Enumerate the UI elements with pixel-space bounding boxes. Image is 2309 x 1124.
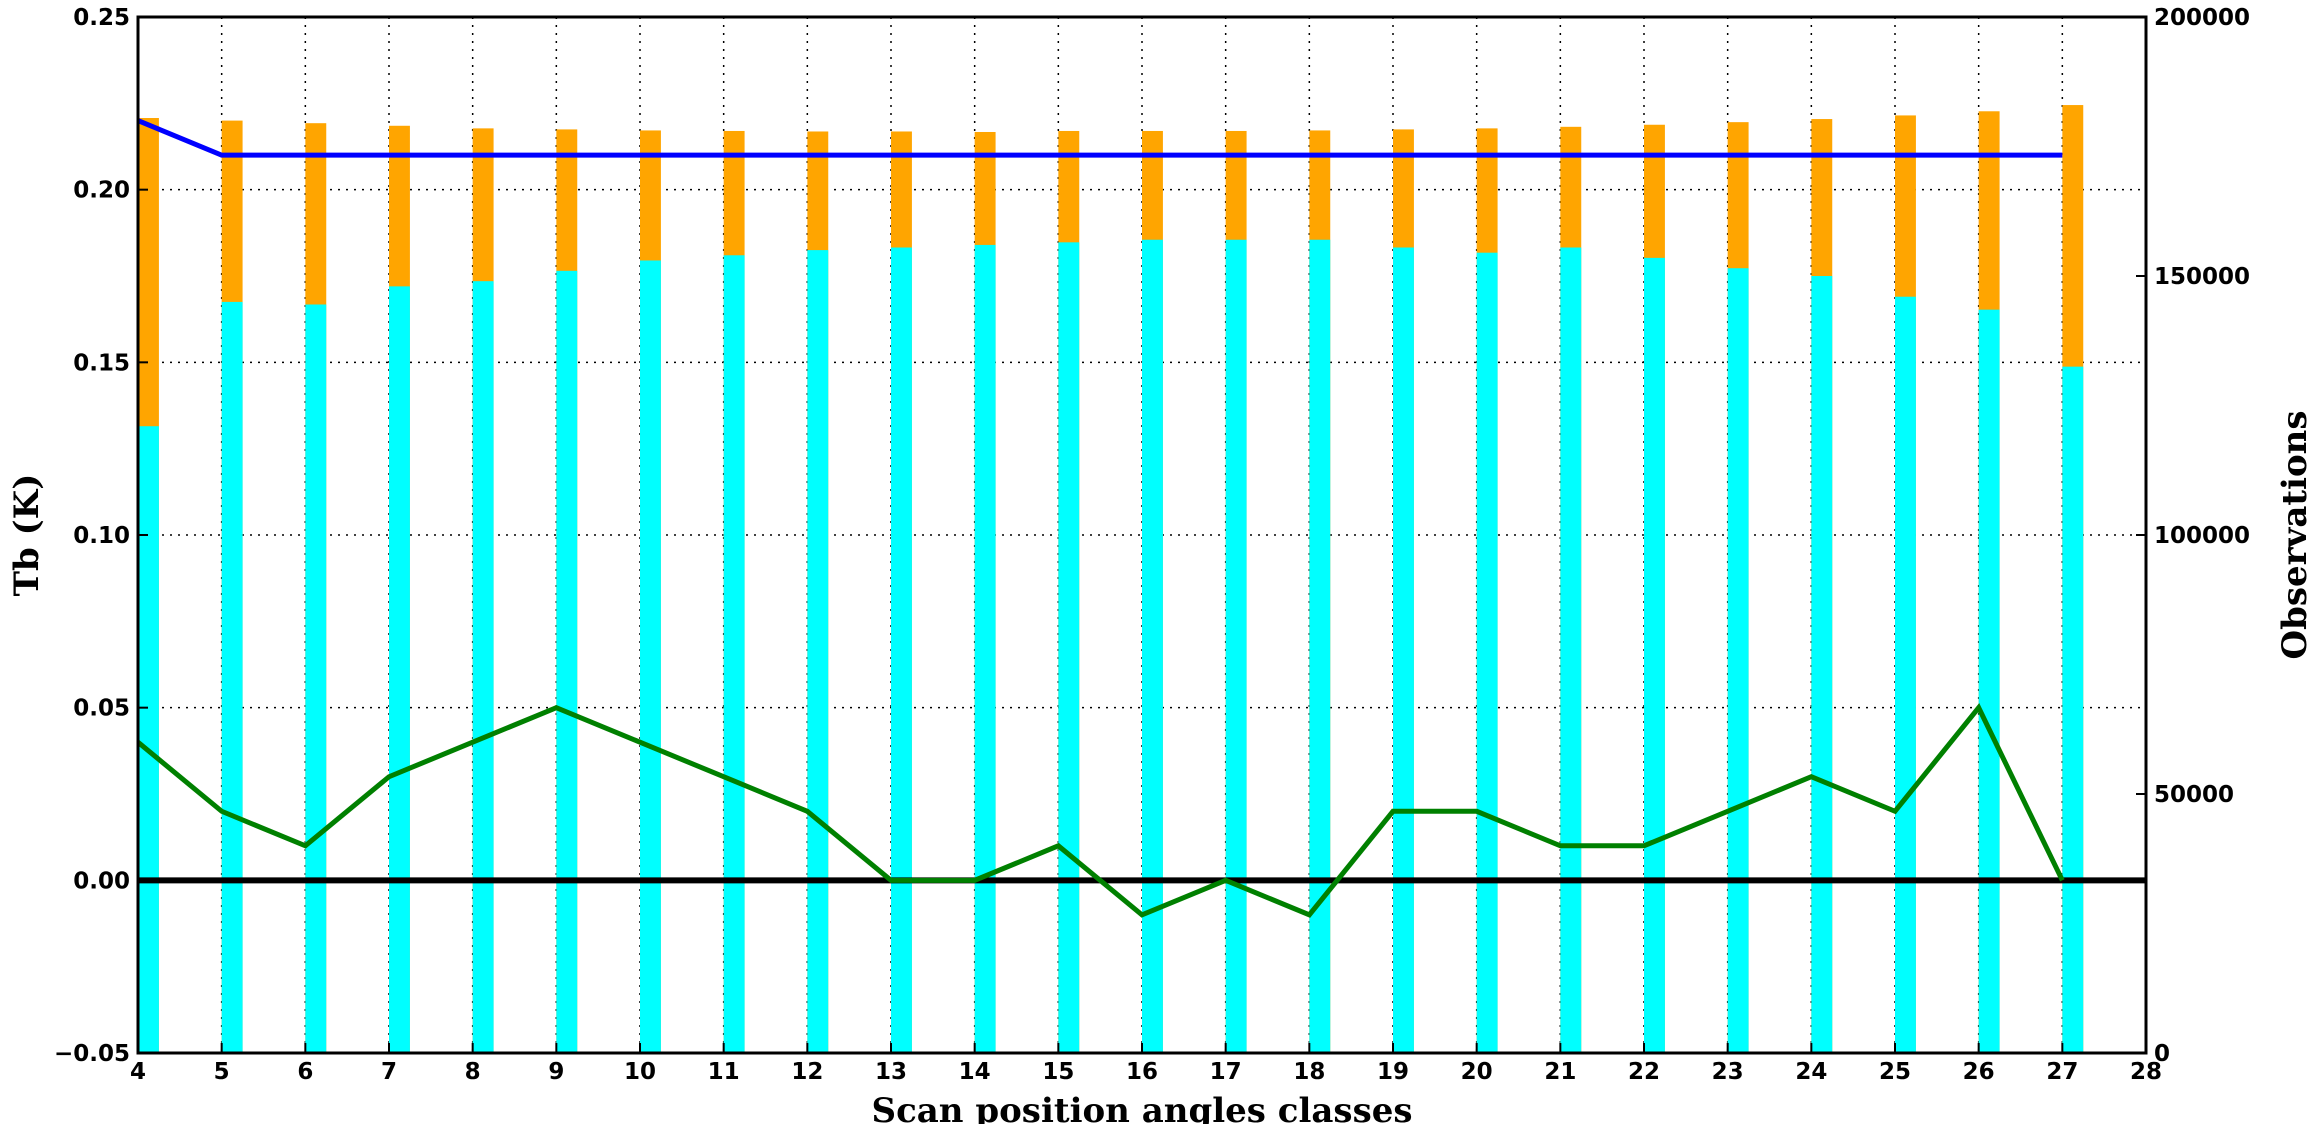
blue-line-series <box>137 118 2063 158</box>
bar-cyan <box>974 244 996 1054</box>
bar-cyan <box>2062 366 2084 1053</box>
x-tick-label: 28 <box>2130 1059 2162 1085</box>
y-right-tick-label: 100000 <box>2154 523 2250 549</box>
x-tick-label: 24 <box>1795 1059 1827 1085</box>
x-tick-label: 5 <box>214 1059 230 1085</box>
x-tick-label: 17 <box>1210 1059 1242 1085</box>
bar-cyan <box>1393 247 1414 1053</box>
bar-cyan <box>891 247 912 1053</box>
y-axis-label-left: Tb (K) <box>7 474 47 597</box>
y-right-tick-label: 150000 <box>2154 264 2250 290</box>
x-tick-label: 7 <box>381 1059 397 1085</box>
bar-cyan <box>305 304 327 1053</box>
bar-cyan <box>723 255 745 1053</box>
bar-cyan <box>1309 239 1331 1054</box>
bar-cyan <box>138 426 159 1054</box>
y-left-tick-label: 0.25 <box>73 5 130 31</box>
x-tick-label: 26 <box>1963 1059 1995 1085</box>
x-tick-label: 14 <box>959 1059 991 1085</box>
x-tick-label: 6 <box>297 1059 313 1085</box>
green-line-series <box>136 703 2065 918</box>
y-left-tick-label: 0.15 <box>73 350 130 376</box>
ticks: 4 5 6 7 8 9 10 11 12 13 14 15 16 17 18 19 20 21 22 23 24 25 26… <box>54 5 2250 1085</box>
bar-cyan <box>1058 242 1080 1053</box>
x-tick-label: 22 <box>1628 1059 1660 1085</box>
bar-cyan <box>221 301 243 1053</box>
x-tick-label: 16 <box>1126 1059 1158 1085</box>
y-right-tick-label: 200000 <box>2154 5 2250 31</box>
bar-cyan <box>1727 268 1749 1054</box>
x-tick-label: 13 <box>875 1059 907 1085</box>
x-tick-label: 11 <box>708 1059 740 1085</box>
bar-cyan <box>556 270 578 1053</box>
lines <box>136 118 2146 918</box>
x-tick-label: 27 <box>2046 1059 2078 1085</box>
x-tick-label: 15 <box>1042 1059 1074 1085</box>
x-tick-label: 25 <box>1879 1059 1911 1085</box>
bar-cyan <box>1225 239 1247 1054</box>
x-tick-label: 23 <box>1712 1059 1744 1085</box>
x-tick-label: 19 <box>1377 1059 1409 1085</box>
x-tick-label: 21 <box>1544 1059 1576 1085</box>
bar-cyan <box>1476 252 1498 1053</box>
x-tick-label: 20 <box>1461 1059 1493 1085</box>
bar-cyan <box>1560 247 1582 1053</box>
bar-cyan <box>640 260 661 1054</box>
y-axis-label-right: Observations <box>2275 410 2309 659</box>
y-left-tick-label: 0.05 <box>73 696 130 722</box>
x-tick-label: 18 <box>1293 1059 1325 1085</box>
y-left-tick-label: 0.10 <box>73 523 130 549</box>
x-tick-label: 9 <box>548 1059 564 1085</box>
bar-cyan <box>1811 276 1833 1053</box>
bar-cyan <box>389 286 410 1053</box>
bar-cyan <box>472 281 494 1053</box>
y-left-tick-label: −0.05 <box>54 1041 130 1067</box>
y-left-tick-label: 0.00 <box>73 868 130 894</box>
bar-cyan <box>1978 309 2000 1053</box>
x-tick-label: 10 <box>624 1059 656 1085</box>
y-right-tick-label: 50000 <box>2154 782 2234 808</box>
bars <box>138 105 2084 1054</box>
x-tick-label: 4 <box>130 1059 146 1085</box>
y-right-tick-label: 0 <box>2154 1041 2170 1067</box>
x-tick-label: 12 <box>791 1059 823 1085</box>
bar-cyan <box>1895 296 1916 1054</box>
x-axis-label: Scan position angles classes <box>872 1091 1413 1124</box>
y-left-tick-label: 0.20 <box>73 178 130 204</box>
bar-cyan <box>1142 239 1163 1054</box>
x-tick-label: 8 <box>465 1059 481 1085</box>
bar-cyan <box>1644 257 1665 1053</box>
bar-cyan <box>807 250 829 1054</box>
